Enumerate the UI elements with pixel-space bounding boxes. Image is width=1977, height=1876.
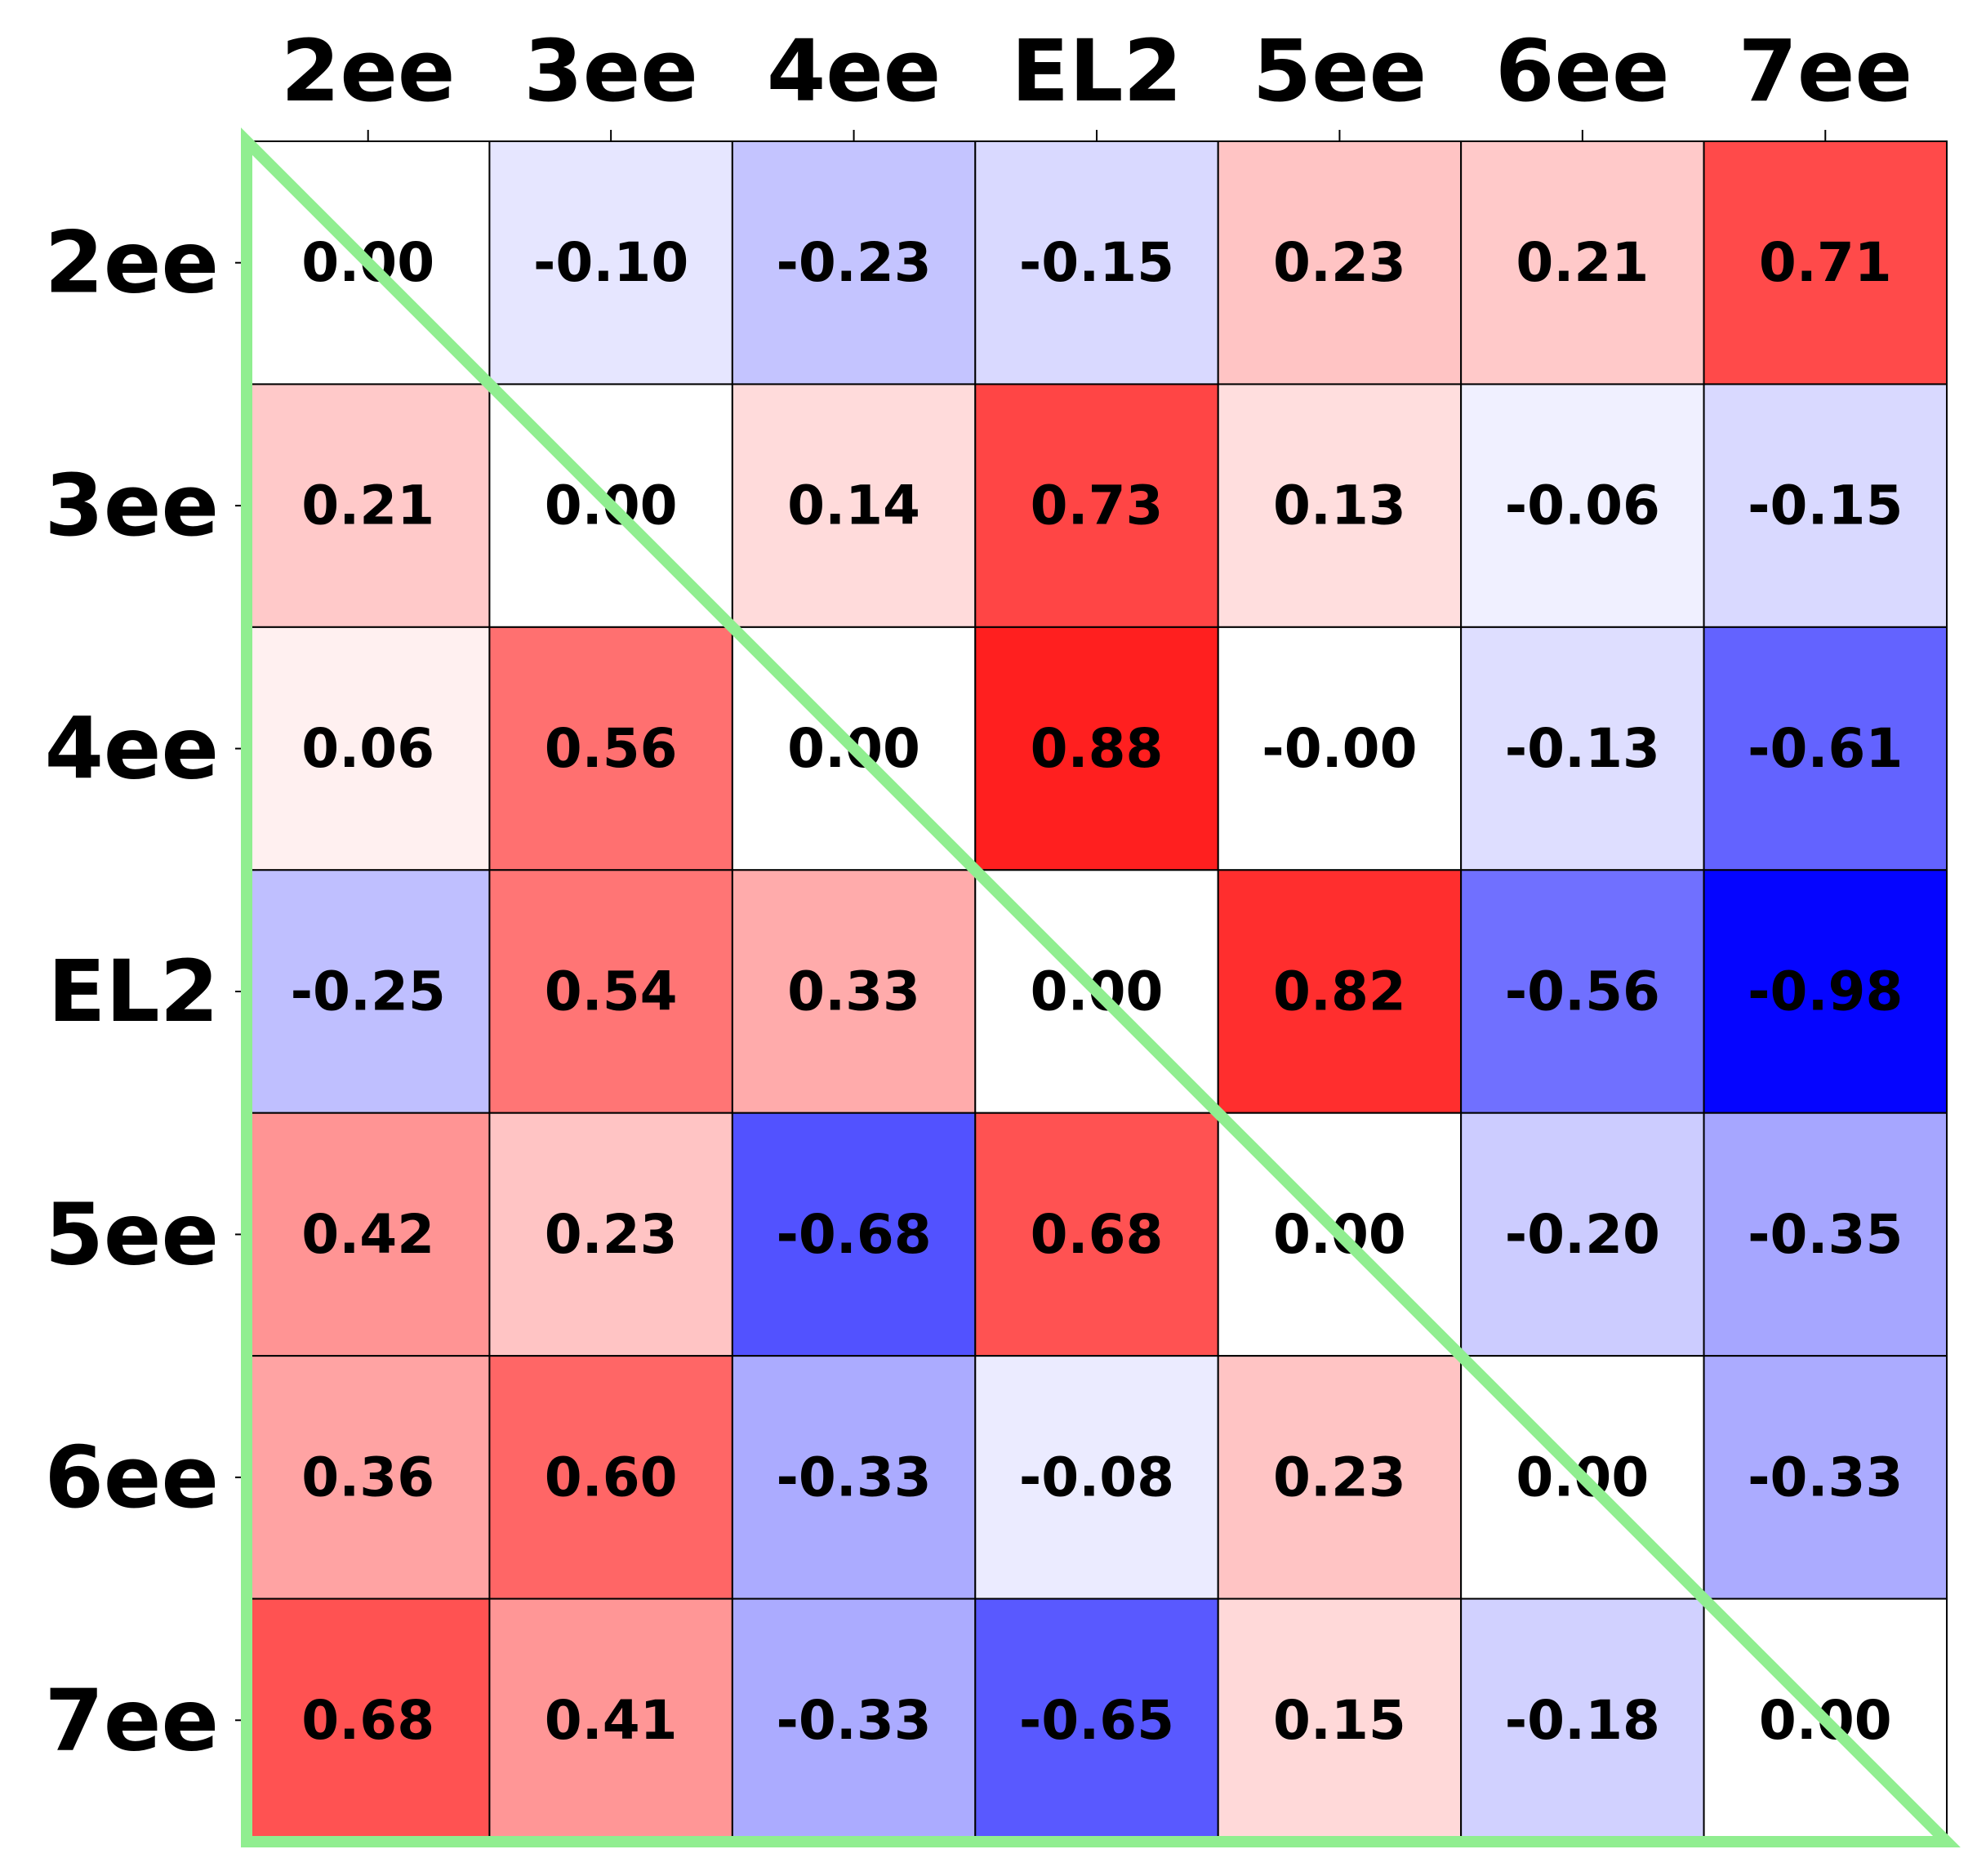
cell-value-label: 0.42 [301,1203,434,1266]
heatmap-cell-5-6 [1703,1355,1948,1600]
cell-value-label: 0.21 [1516,231,1649,294]
heatmap-cell-2-4 [1217,626,1463,871]
cell-value-label: 0.14 [787,475,920,537]
heatmap-cell-1-2 [731,383,977,628]
x-tick-label: 4ee [767,21,941,121]
heatmap-cell-1-6 [1703,383,1948,628]
labels-layer: 0.00 -0.10 -0.23 -0.15 0.23 0.21 0.710.21 0.00 0… [45,21,1912,1770]
cell-value-label: 0.15 [1273,1689,1406,1752]
heatmap-cell-3-5 [1460,869,1705,1114]
cell-value-label: -0.33 [1748,1446,1903,1508]
heatmap-cell-4-0 [246,1112,491,1357]
cell-value-label: 0.88 [1031,717,1164,780]
cell-value-label: 0.33 [787,960,920,1023]
y-tick-label: 4ee [45,699,219,799]
cell-value-label: -0.10 [533,231,688,294]
heatmap-cell-0-4 [1217,140,1463,385]
x-tick-label: 5ee [1253,21,1427,121]
cell-value-label: -0.20 [1505,1203,1660,1266]
heatmap-cell-1-4 [1217,383,1463,628]
triangle-overlay [241,127,1961,1847]
cell-value-label: -0.18 [1505,1689,1660,1752]
cell-value-label: 0.68 [301,1689,434,1752]
cell-value-label: -0.33 [776,1689,931,1752]
heatmap-cell-6-4 [1217,1597,1463,1843]
x-tick-label: 6ee [1495,21,1669,121]
heatmap-cell-6-1 [488,1597,733,1843]
cell-value-label: 0.71 [1759,231,1892,294]
heatmap-cell-5-0 [246,1355,491,1600]
heatmap-cell-2-3 [974,626,1219,871]
heatmap-cell-0-1 [488,140,733,385]
cell-value-label: 0.23 [1273,1446,1406,1508]
heatmap-cell-5-2 [731,1355,977,1600]
cell-value-label: -0.61 [1748,717,1903,780]
y-tick-label: 6ee [45,1428,219,1527]
cell-value-label: -0.35 [1748,1203,1903,1266]
cell-value-label: 0.60 [545,1446,678,1508]
heatmap-cell-2-6 [1703,626,1948,871]
heatmap-cell-3-6 [1703,869,1948,1114]
heatmap-cell-5-1 [488,1355,733,1600]
y-tick-label: 5ee [45,1184,219,1284]
heatmap-cell-2-5 [1460,626,1705,871]
heatmap-cell-3-1 [488,869,733,1114]
y-tick-label: 3ee [45,456,219,555]
heatmap-cell-5-4 [1217,1355,1463,1600]
cell-value-label: -0.33 [776,1446,931,1508]
heatmap-cell-6-5 [1460,1597,1705,1843]
heatmap-cell-2-1 [488,626,733,871]
cell-value-label: -0.98 [1748,960,1903,1023]
heatmap-cell-2-0 [246,626,491,871]
heatmap-cell-3-0 [246,869,491,1114]
cell-value-label: -0.65 [1019,1689,1174,1752]
cell-value-label: 0.36 [301,1446,434,1508]
cell-value-label: 0.82 [1273,960,1406,1023]
overlay-layer [241,127,1961,1847]
cell-value-label: 0.68 [1031,1203,1164,1266]
cell-value-label: -0.15 [1019,231,1174,294]
cell-value-label: 0.23 [1273,231,1406,294]
heatmap-cell-1-5 [1460,383,1705,628]
heatmap-cell-4-5 [1460,1112,1705,1357]
cell-value-label: -0.68 [776,1203,931,1266]
heatmap-cell-0-3 [974,140,1219,385]
heatmap-cell-4-2 [731,1112,977,1357]
cell-value-label: 0.21 [301,475,434,537]
heatmap-cell-6-3 [974,1597,1219,1843]
cell-value-label: -0.08 [1019,1446,1174,1508]
y-tick-label: 7ee [45,1670,219,1770]
cell-value-label: -0.56 [1505,960,1660,1023]
cells-layer [246,140,1948,1843]
heatmap-cell-1-0 [246,383,491,628]
cell-value-label: -0.25 [291,960,446,1023]
heatmap-cell-6-2 [731,1597,977,1843]
cell-value-label: -0.06 [1505,475,1660,537]
heatmap-cell-5-3 [974,1355,1219,1600]
cell-value-label: 0.06 [301,717,434,780]
cell-value-label: 0.13 [1273,475,1406,537]
cell-value-label: 0.41 [545,1689,678,1752]
y-tick-label: EL2 [47,942,219,1041]
x-tick-label: 2ee [281,21,455,121]
cell-value-label: -0.23 [776,231,931,294]
cell-value-label: -0.00 [1262,717,1417,780]
cell-value-label: 0.54 [545,960,678,1023]
heatmap-cell-0-5 [1460,140,1705,385]
heatmap-cell-6-0 [246,1597,491,1843]
cell-value-label: -0.13 [1505,717,1660,780]
cell-value-label: 0.56 [545,717,678,780]
heatmap-cell-0-6 [1703,140,1948,385]
x-tick-label: 7ee [1739,21,1912,121]
x-tick-label: EL2 [1011,21,1182,121]
cell-value-label: 0.23 [545,1203,678,1266]
heatmap-cell-4-6 [1703,1112,1948,1357]
cell-value-label: -0.15 [1748,475,1903,537]
x-tick-label: 3ee [523,21,697,121]
cell-value-label: 0.73 [1031,475,1164,537]
y-tick-label: 2ee [45,213,219,313]
